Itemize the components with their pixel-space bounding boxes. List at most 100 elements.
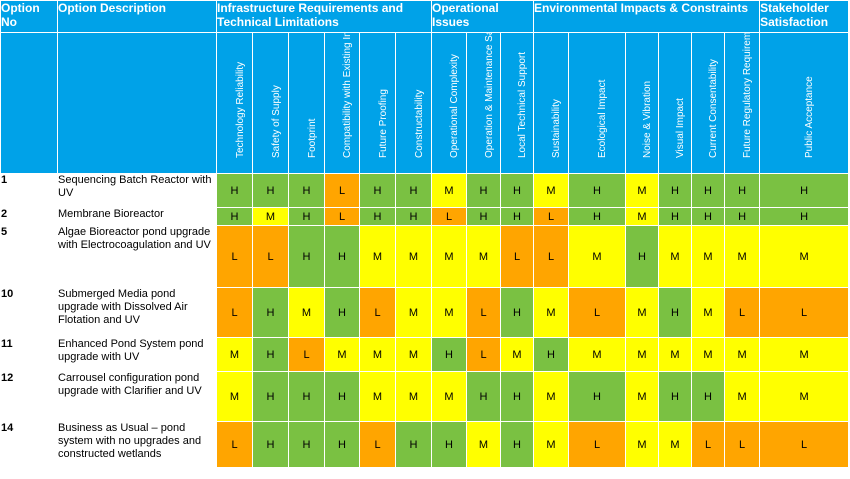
rating-cell: H xyxy=(288,225,325,288)
option-description: Algae Bioreactor pond upgrade with Elect… xyxy=(57,225,217,288)
rating-cell: H xyxy=(759,173,850,208)
criterion-label: Visual Impact xyxy=(675,98,686,158)
rating-cell: M xyxy=(658,337,692,372)
rating-cell: M xyxy=(533,287,569,338)
rating-cell: M xyxy=(431,225,467,288)
rating-cell: H xyxy=(466,173,501,208)
rating-cell: H xyxy=(252,371,289,422)
criterion-label: Operation & Maintenance Safety xyxy=(483,32,495,159)
rating-cell: M xyxy=(533,371,569,422)
criterion-header: Visual Impact xyxy=(658,32,692,174)
criterion-label: Sustainability xyxy=(551,99,562,158)
rating-cell: H xyxy=(324,287,360,338)
rating-cell: L xyxy=(288,337,325,372)
rating-cell: M xyxy=(324,337,360,372)
rating-cell: H xyxy=(658,173,692,208)
rating-cell: H xyxy=(691,173,725,208)
criterion-label: Noise & Vibration xyxy=(642,80,653,158)
criterion-label: Public Acceptance xyxy=(804,76,816,158)
rating-cell: H xyxy=(288,173,325,208)
rating-cell: H xyxy=(216,207,253,226)
criterion-header: Ecological Impact xyxy=(568,32,626,174)
rating-cell: M xyxy=(288,287,325,338)
rating-cell: L xyxy=(359,421,396,468)
rating-cell: M xyxy=(359,337,396,372)
rating-cell: M xyxy=(359,225,396,288)
group-header-stakeholder: Stakeholder Satisfaction xyxy=(759,0,850,33)
rating-cell: H xyxy=(500,371,534,422)
option-row: 12 Carrousel configuration pond upgrade w… xyxy=(0,371,850,422)
rating-cell: M xyxy=(759,225,850,288)
rating-cell: H xyxy=(216,173,253,208)
rating-cell: M xyxy=(395,337,432,372)
rating-cell: H xyxy=(625,225,659,288)
criterion-header: Compatibility with Existing Infrastructu… xyxy=(324,32,360,174)
criterion-header: Current Consentability xyxy=(691,32,725,174)
rating-cell: H xyxy=(466,207,501,226)
rating-cell: L xyxy=(216,421,253,468)
rating-cell: H xyxy=(568,207,626,226)
option-description: Carrousel configuration pond upgrade wit… xyxy=(57,371,217,422)
rating-cell: H xyxy=(252,337,289,372)
rating-cell: L xyxy=(500,225,534,288)
criterion-header: Sustainability xyxy=(533,32,569,174)
rating-cell: M xyxy=(658,225,692,288)
criterion-label: Future Proofing xyxy=(377,89,389,158)
rating-cell: L xyxy=(359,287,396,338)
rating-cell: H xyxy=(324,421,360,468)
rating-cell: M xyxy=(625,421,659,468)
option-row: 1 Sequencing Batch Reactor with UV H H H L H H M… xyxy=(0,173,850,208)
rating-cell: H xyxy=(658,207,692,226)
criterion-header: Operation & Maintenance Safety xyxy=(466,32,501,174)
rating-cell: M xyxy=(216,371,253,422)
option-number: 10 xyxy=(0,287,58,338)
criterion-header: Noise & Vibration xyxy=(625,32,659,174)
group-header-environmental: Environmental Impacts & Constraints xyxy=(532,0,761,33)
rating-cell: H xyxy=(431,421,467,468)
rating-cell: M xyxy=(395,287,432,338)
rating-cell: H xyxy=(691,207,725,226)
option-no-header-blank xyxy=(0,32,58,174)
rating-cell: M xyxy=(568,225,626,288)
rating-cell: H xyxy=(395,173,432,208)
criterion-header: Constructability xyxy=(395,32,432,174)
rating-cell: M xyxy=(625,173,659,208)
criterion-header: Future Proofing xyxy=(359,32,396,174)
rating-cell: M xyxy=(431,173,467,208)
rating-cell: H xyxy=(500,287,534,338)
option-description-header: Option Description xyxy=(57,0,217,33)
rating-cell: H xyxy=(658,371,692,422)
rating-cell: M xyxy=(723,337,761,372)
rating-cell: M xyxy=(658,421,692,468)
group-header-operational: Operational Issues xyxy=(431,0,534,33)
rating-cell: M xyxy=(216,337,253,372)
criterion-label: Safety of Supply xyxy=(270,85,282,158)
rating-cell: H xyxy=(500,421,534,468)
criterion-label: Local Technical Support xyxy=(517,52,528,158)
rating-cell: L xyxy=(216,225,253,288)
option-number: 12 xyxy=(0,371,58,422)
rating-cell: H xyxy=(288,421,325,468)
option-number: 14 xyxy=(0,421,58,468)
rating-cell: M xyxy=(759,337,850,372)
rating-cell: H xyxy=(759,207,850,226)
rating-cell: L xyxy=(533,225,569,288)
matrix-body: 1 Sequencing Batch Reactor with UV H H H L H H M… xyxy=(0,173,850,468)
rating-cell: H xyxy=(252,421,289,468)
rating-cell: H xyxy=(324,225,360,288)
rating-cell: M xyxy=(625,337,659,372)
criterion-header: Public Acceptance xyxy=(759,32,850,174)
option-no-header: Option No xyxy=(0,0,58,33)
rating-cell: M xyxy=(568,337,626,372)
rating-cell: M xyxy=(691,225,725,288)
rating-cell: M xyxy=(723,225,761,288)
rating-cell: L xyxy=(759,287,850,338)
rating-cell: L xyxy=(466,287,501,338)
group-header-infrastructure: Infrastructure Requirements and Technica… xyxy=(216,0,432,33)
option-description: Submerged Media pond upgrade with Dissol… xyxy=(57,287,217,338)
rating-cell: M xyxy=(533,173,569,208)
rating-cell: M xyxy=(466,225,501,288)
rating-cell: L xyxy=(568,287,626,338)
rating-cell: H xyxy=(568,371,626,422)
criterion-label: Compatibility with Existing Infrastructu… xyxy=(342,32,353,159)
